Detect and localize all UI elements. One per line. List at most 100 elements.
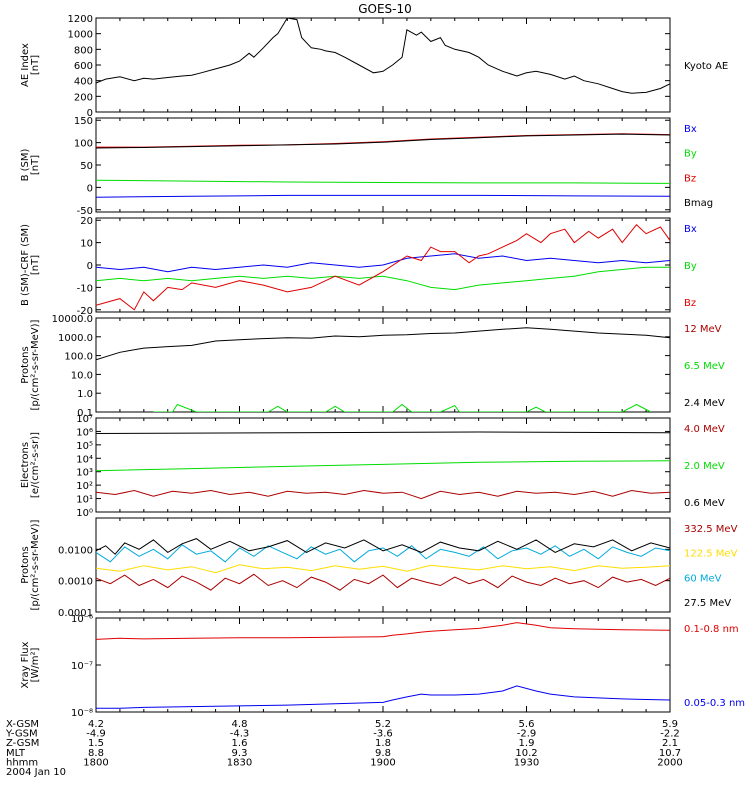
y-tick-label: 10.0 [71, 370, 93, 381]
series-line-2-0-mev [96, 460, 670, 472]
y-tick-label: 1000 [68, 30, 93, 41]
y-tick-label: 0.1 [77, 408, 93, 419]
footer-value: -3.6 [373, 729, 393, 740]
legend-entry: By [684, 149, 697, 160]
footer-value: 1900 [370, 757, 395, 768]
y-tick-label: 10 [80, 239, 93, 250]
legend-entry: 122.5 MeV [684, 549, 738, 560]
footer-value: 4.2 [88, 719, 104, 730]
legend-entry: 27.5 MeV [684, 598, 731, 609]
y-axis-label: [nT] [30, 55, 41, 75]
y-tick-label: 0 [87, 261, 93, 272]
y-tick-label: 200 [74, 92, 93, 103]
series-line-by [96, 179, 670, 184]
panel-frame [95, 17, 671, 113]
series-line-27-5-mev [96, 538, 670, 555]
legend-entry: 332.5 MeV [684, 524, 738, 535]
y-axis-label: Protons [20, 546, 31, 583]
panel-frame [95, 517, 671, 613]
footer-value: 10.7 [659, 748, 681, 759]
footer-value: 5.6 [519, 719, 535, 730]
footer-value: -4.3 [230, 729, 250, 740]
footer-value: 1.5 [88, 738, 104, 749]
legend-entry: 60 MeV [684, 573, 722, 584]
y-tick-label: 0.0010 [58, 577, 93, 588]
y-axis-label: [nT] [30, 155, 41, 175]
legend-entry: Bx [684, 224, 697, 235]
footer-value: 8.8 [88, 748, 104, 759]
y-tick-label: 10⁶ [76, 427, 93, 438]
series-line-kyoto-ae [96, 18, 670, 94]
y-axis-label: [nT] [30, 255, 41, 275]
series-line-122-5-mev [96, 564, 670, 574]
y-axis-label: B (SM) [20, 148, 31, 181]
panel-1: 0 200 400 600 800 1000 1200 AE Index [nT] Kyoto A… [20, 14, 728, 119]
y-tick-label: 150 [74, 116, 93, 127]
footer-value: -2.9 [517, 729, 537, 740]
footer-row-label: Y-GSM [5, 729, 38, 740]
legend-entry: Bz [684, 298, 696, 309]
legend-entry: 0.1-0.8 nm [684, 624, 739, 635]
y-axis-label: [p/(cm²-s-sr-MeV)] [30, 319, 41, 410]
series-line-6-5-mev [153, 403, 652, 412]
footer-value: 1800 [83, 757, 108, 768]
y-tick-label: 10⁵ [76, 441, 93, 452]
footer-value: 9.3 [232, 748, 248, 759]
series-line-by [96, 266, 670, 291]
y-tick-label: -10 [77, 283, 93, 294]
series-line-bmag [96, 133, 670, 149]
y-tick-label: 10⁻⁶ [71, 614, 93, 625]
y-tick-label: 10000.0 [52, 314, 93, 325]
y-tick-label: -50 [77, 206, 93, 217]
footer-value: 1.6 [232, 738, 248, 749]
y-tick-label: 10¹ [76, 495, 93, 506]
panel-frame [95, 617, 671, 713]
y-tick-label: 10⁴ [76, 454, 93, 465]
legend-entry: Bx [684, 124, 697, 135]
panel-6: 0.0001 0.0010 0.0100 Protons [p/(cm²-s-sr-Me… [20, 517, 738, 619]
footer-value: 1930 [514, 757, 539, 768]
y-tick-label: 1200 [68, 14, 93, 25]
y-tick-label: 1.0 [77, 389, 93, 400]
legend-entry: 0.6 MeV [684, 498, 725, 509]
footer-value: 9.8 [375, 748, 391, 759]
footer-row-label: hhmm [6, 757, 38, 768]
footer-row-label: MLT [6, 748, 26, 759]
legend-entry: 6.5 MeV [684, 361, 725, 372]
y-tick-label: 10³ [76, 468, 93, 479]
y-tick-label: 400 [74, 77, 93, 88]
series-line-4-0-mev [96, 489, 670, 500]
legend-entry: Kyoto AE [684, 61, 728, 72]
y-tick-label: 0 [87, 183, 93, 194]
date-label: 2004 Jan 10 [6, 767, 66, 778]
legend-entry: 4.0 MeV [684, 424, 725, 435]
y-tick-label: 0 [87, 108, 93, 119]
footer-value: 10.2 [515, 748, 537, 759]
y-tick-label: 100.0 [64, 352, 93, 363]
y-axis-label: Protons [20, 346, 31, 383]
y-axis-label: AE Index [20, 43, 31, 87]
footer-value: 1830 [227, 757, 252, 768]
y-tick-label: 10⁻⁷ [71, 661, 93, 672]
legend-entry: By [684, 261, 697, 272]
footer-value: 1.8 [375, 738, 391, 749]
panel-4: 0.1 1.0 10.0 100.0 1000.0 10000.0 Protons [p/(c… [20, 314, 725, 419]
legend-entry: 2.0 MeV [684, 461, 725, 472]
footer-value: 1.9 [519, 738, 535, 749]
legend-entry: Bz [684, 173, 696, 184]
series-line-60-mev [96, 544, 670, 563]
series-line-bz [96, 133, 670, 148]
legend-entry: 2.4 MeV [684, 398, 725, 409]
y-tick-label: 50 [80, 161, 93, 172]
series-line-332-5-mev [96, 573, 670, 591]
panel-2: -50 0 50 100 150 B (SM) [nT] Bx By Bz Bmag [20, 116, 713, 217]
footer-value: 2000 [657, 757, 682, 768]
footer-value: 5.2 [375, 719, 391, 730]
panel-5: 10⁰ 10¹ 10² 10³ 10⁴ 10⁵ 10⁶ 10⁷ Electrons [e/(cm²… [20, 414, 725, 519]
y-axis-label: [p/(cm²-s-sr-MeV)] [30, 519, 41, 610]
y-tick-label: 0.0001 [58, 608, 93, 619]
y-tick-label: 10⁰ [76, 508, 93, 519]
y-tick-label: 10⁷ [76, 414, 93, 425]
